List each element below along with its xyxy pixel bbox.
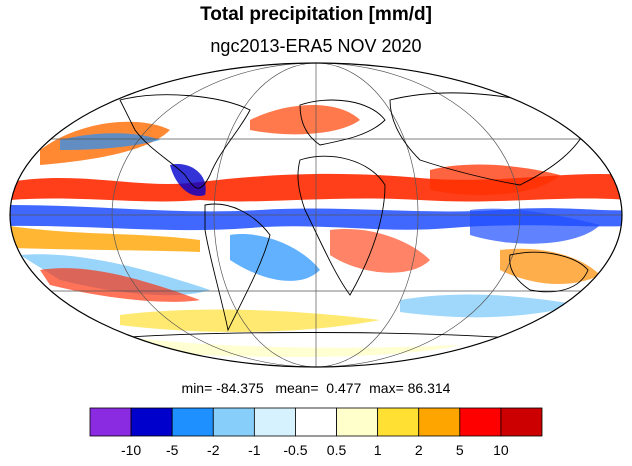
colorbar-swatch <box>459 407 502 437</box>
stats-line: min= -84.375 mean= 0.477 max= 86.314 <box>0 380 632 396</box>
min-value: -84.375 <box>216 380 264 396</box>
colorbar-swatch <box>89 407 132 437</box>
colorbar-swatch <box>336 407 379 437</box>
colorbar-tick-label: -2 <box>207 442 220 458</box>
chart-title: Total precipitation [mm/d] <box>200 4 432 25</box>
colorbar-tick-label: 1 <box>373 442 382 458</box>
colorbar-swatch <box>253 407 296 437</box>
colorbar-swatch <box>130 407 173 437</box>
colorbar-swatch <box>295 407 337 437</box>
mean-value: 0.477 <box>326 380 362 396</box>
colorbar-tick-label: -1 <box>248 442 261 458</box>
colorbar-swatch <box>212 407 255 437</box>
mean-label: mean= <box>275 380 319 396</box>
colorbar-swatch <box>171 407 214 437</box>
colorbar-tick-label: -10 <box>120 442 142 458</box>
globe-outline <box>9 62 623 368</box>
colorbar-tick-label: 2 <box>414 442 423 458</box>
chart-subtitle: ngc2013-ERA5 NOV 2020 <box>210 36 422 56</box>
colorbar-tick-label: 5 <box>455 442 464 458</box>
colorbar-tick-label: -0.5 <box>283 442 308 458</box>
max-value: 86.314 <box>407 380 451 396</box>
colorbar-tick-label: -5 <box>165 442 179 458</box>
max-label: max= <box>369 380 404 396</box>
colorbar-swatch <box>418 407 461 437</box>
colorbar-tick-label: 0.5 <box>326 442 347 458</box>
colorbar-swatch <box>377 407 420 437</box>
graticule <box>10 63 622 367</box>
colorbar-swatch <box>500 407 543 437</box>
min-label: min= <box>181 380 213 396</box>
colorbar-tick-label: 10 <box>493 442 509 458</box>
coastlines <box>89 92 591 341</box>
